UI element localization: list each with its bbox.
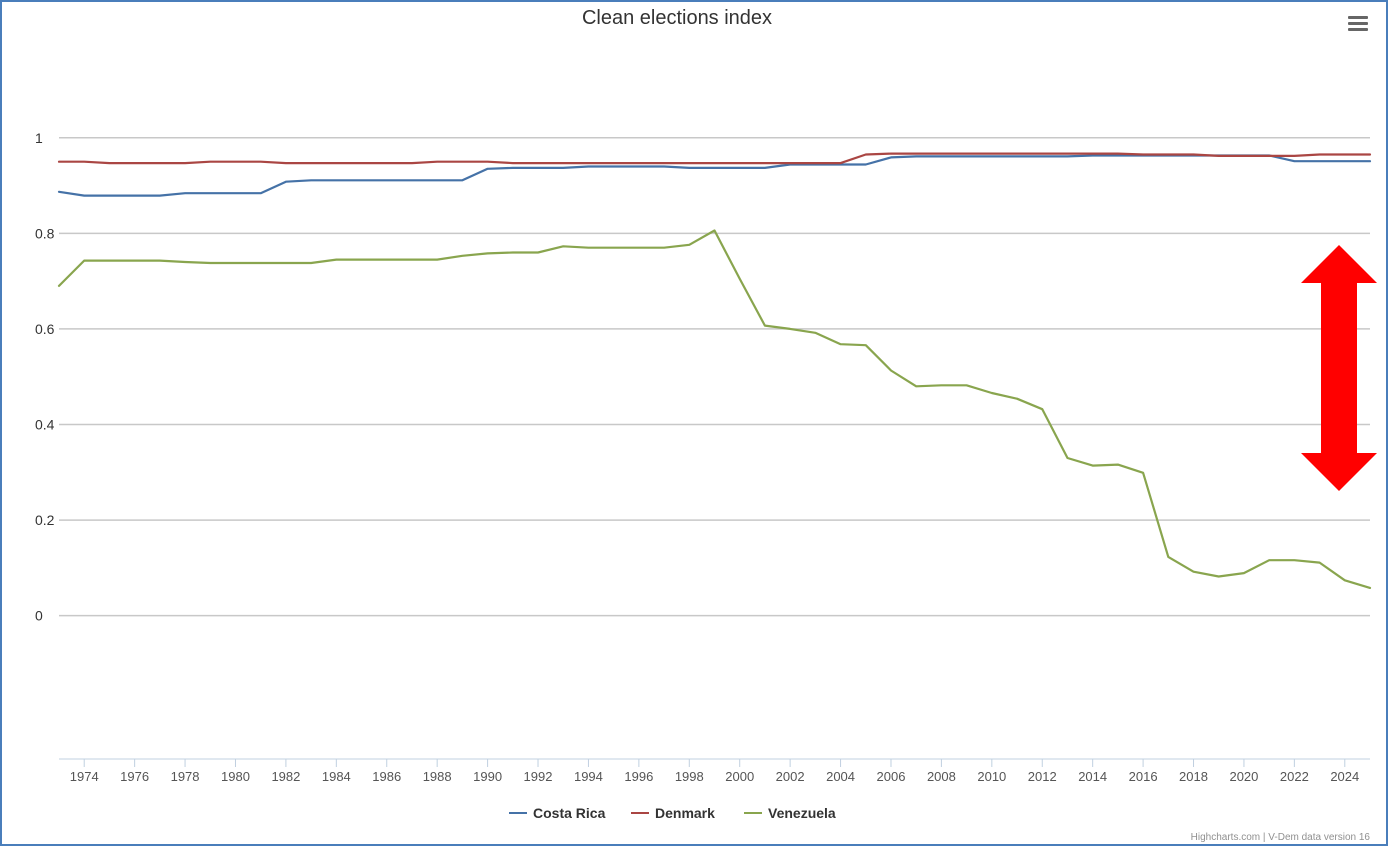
legend-item-costa-rica[interactable]: Costa Rica: [509, 805, 606, 821]
x-tick-label: 1986: [372, 769, 401, 784]
x-axis-labels: 1974 1976 1978 1980 1982 1984 1986 1988 1990 1992…: [70, 759, 1359, 784]
x-tick-label: 2020: [1229, 769, 1258, 784]
x-tick-label: 2006: [877, 769, 906, 784]
x-tick-label: 2002: [776, 769, 805, 784]
x-tick-label: 2004: [826, 769, 855, 784]
series-line-denmark[interactable]: [57, 152, 1372, 165]
x-tick-label: 2024: [1330, 769, 1359, 784]
x-tick-label: 2000: [725, 769, 754, 784]
x-tick-label: 2018: [1179, 769, 1208, 784]
legend-label: Denmark: [655, 805, 715, 821]
y-tick-label: 0.6: [35, 321, 55, 337]
x-tick-label: 2022: [1280, 769, 1309, 784]
y-tick-label: 0.2: [35, 512, 55, 528]
legend-item-denmark[interactable]: Denmark: [631, 805, 715, 821]
x-tick-label: 1978: [171, 769, 200, 784]
x-tick-label: 1996: [624, 769, 653, 784]
x-tick-label: 1984: [322, 769, 351, 784]
x-tick-label: 1988: [423, 769, 452, 784]
x-tick-label: 1976: [120, 769, 149, 784]
legend-label: Venezuela: [768, 805, 836, 821]
x-tick-label: 2012: [1028, 769, 1057, 784]
x-tick-label: 1992: [524, 769, 553, 784]
legend-item-venezuela[interactable]: Venezuela: [744, 805, 836, 821]
double-arrow-annotation: [1301, 245, 1377, 491]
y-tick-label: 0.4: [35, 417, 55, 433]
legend-label: Costa Rica: [533, 805, 606, 821]
y-tick-label: 1: [35, 130, 43, 146]
x-tick-label: 1994: [574, 769, 603, 784]
x-tick-label: 2008: [927, 769, 956, 784]
hamburger-menu-icon[interactable]: [1347, 14, 1369, 32]
x-tick-label: 1974: [70, 769, 99, 784]
x-tick-label: 2016: [1129, 769, 1158, 784]
y-tick-label: 0.8: [35, 225, 55, 241]
chart-title: Clean elections index: [582, 7, 772, 29]
y-axis-labels: 0 0.2 0.4 0.6 0.8 1: [35, 130, 55, 624]
series-line-venezuela[interactable]: [57, 229, 1372, 590]
series-lines: [57, 152, 1372, 590]
x-tick-label: 2014: [1078, 769, 1107, 784]
grid: [59, 137, 1370, 617]
y-tick-label: 0: [35, 608, 43, 624]
x-tick-label: 2010: [977, 769, 1006, 784]
legend: Costa Rica Denmark Venezuela: [509, 805, 836, 821]
x-tick-label: 1980: [221, 769, 250, 784]
credits[interactable]: Highcharts.com | V-Dem data version 16: [1191, 832, 1371, 843]
x-tick-label: 1990: [473, 769, 502, 784]
x-tick-label: 1998: [675, 769, 704, 784]
x-tick-label: 1982: [271, 769, 300, 784]
